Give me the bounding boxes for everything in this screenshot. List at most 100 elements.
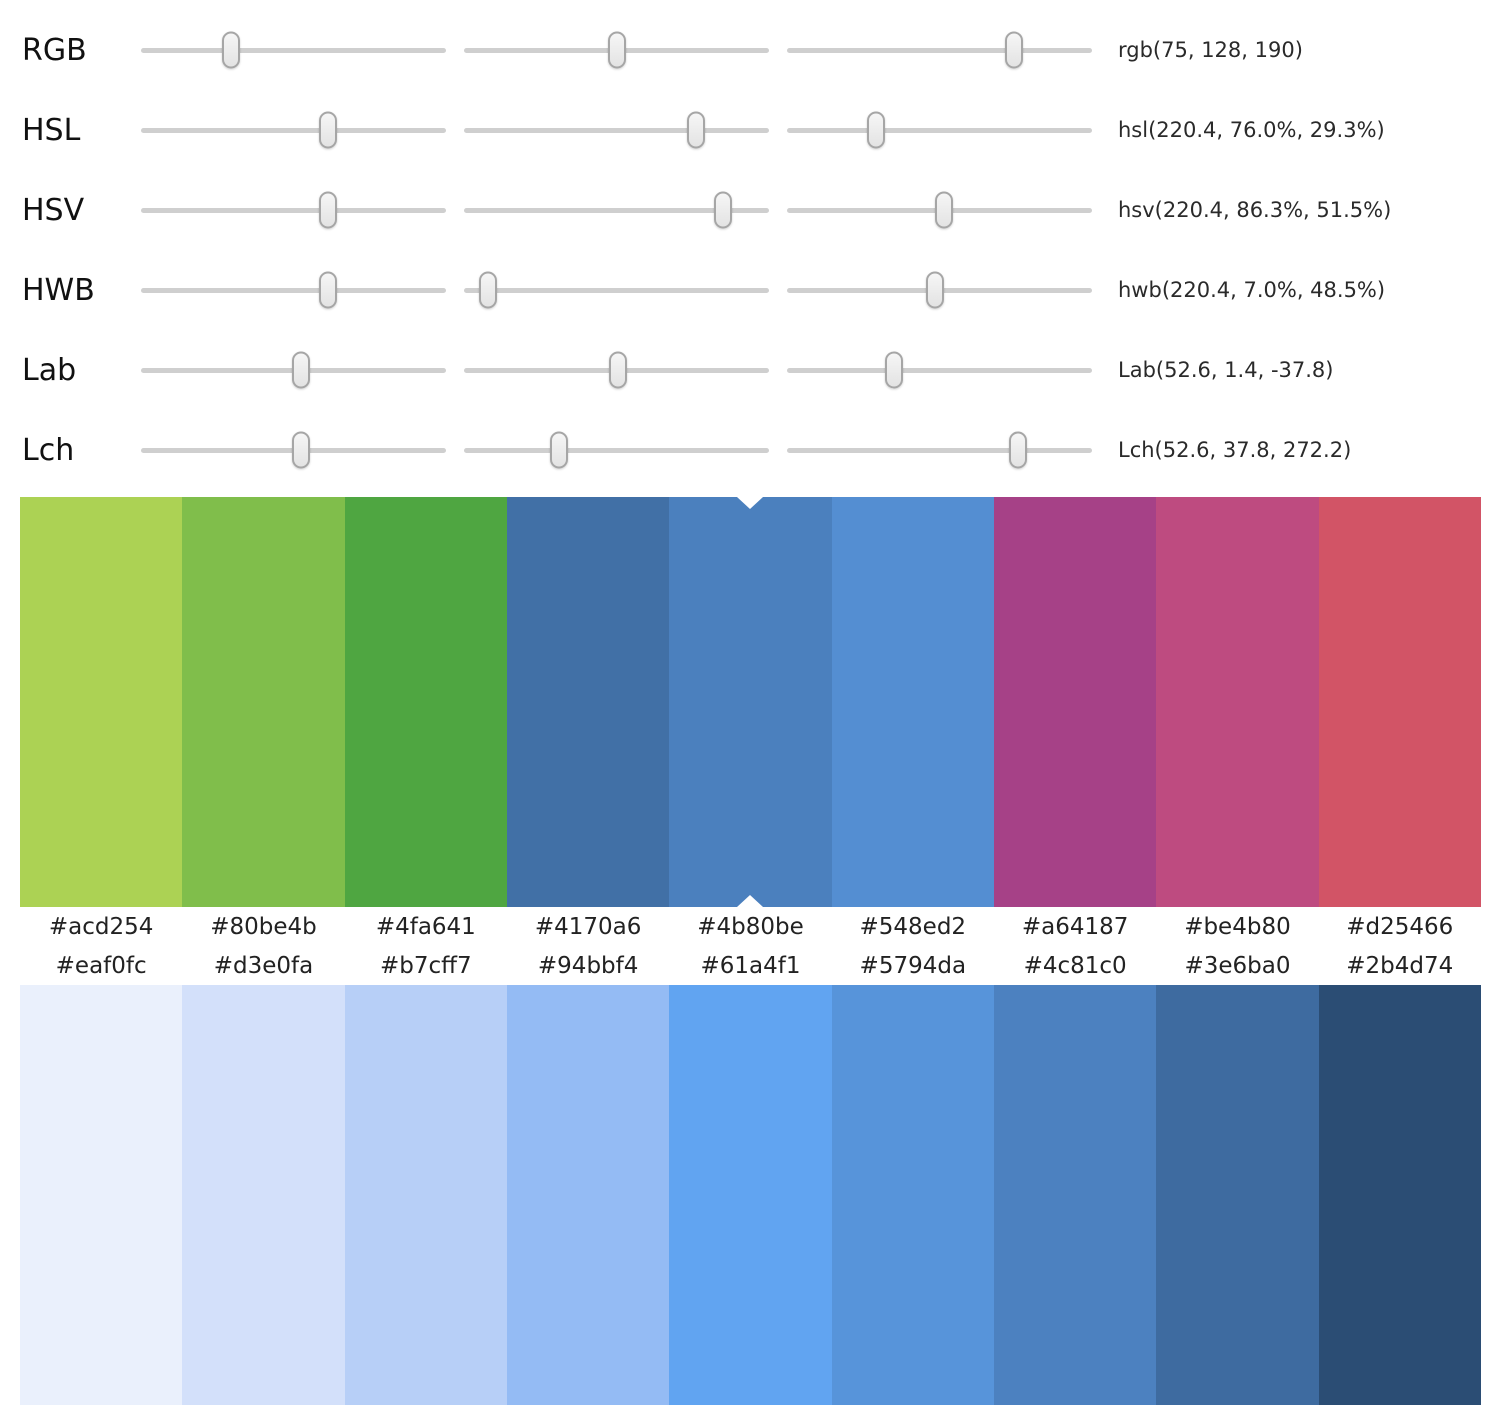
- swatch[interactable]: [20, 497, 183, 907]
- selected-notch-top-icon: [737, 497, 764, 509]
- hsv-slider-2[interactable]: [464, 188, 769, 232]
- rgb-slider-3[interactable]: [787, 28, 1092, 72]
- lch-slider-3[interactable]: [787, 428, 1092, 472]
- lch-slider-1[interactable]: [141, 428, 446, 472]
- slider-handle[interactable]: [609, 351, 628, 389]
- lab-slider-3[interactable]: [787, 348, 1092, 392]
- slider-track: [464, 127, 769, 133]
- swatch[interactable]: [182, 497, 345, 907]
- slider-track: [787, 367, 1092, 373]
- hsl-slider-3[interactable]: [787, 108, 1092, 152]
- hwb-slider-1[interactable]: [141, 268, 446, 312]
- slider-handle[interactable]: [935, 191, 954, 229]
- lab-value-text: Lab(52.6, 1.4, -37.8): [1118, 358, 1334, 382]
- swatch[interactable]: [344, 497, 507, 907]
- swatch[interactable]: [182, 985, 345, 1405]
- hex-label: #3e6ba0: [1184, 952, 1291, 979]
- hsl-value-text: hsl(220.4, 76.0%, 29.3%): [1118, 118, 1385, 142]
- colorspace-label-rgb: RGB: [22, 32, 87, 68]
- hsl-slider-2[interactable]: [464, 108, 769, 152]
- slider-track: [464, 287, 769, 293]
- hex-label: #4b80be: [697, 913, 804, 940]
- hex-label: #be4b80: [1184, 913, 1291, 940]
- rgb-slider-1[interactable]: [141, 28, 446, 72]
- lab-slider-2[interactable]: [464, 348, 769, 392]
- swatch[interactable]: [1156, 497, 1319, 907]
- slider-row-hsl: HSL hsl(220.4, 76.0%, 29.3%): [0, 90, 1501, 170]
- hex-label: #548ed2: [859, 913, 967, 940]
- slider-handle[interactable]: [686, 111, 705, 149]
- slider-panel: RGB rgb(75, 128, 190) HSL: [0, 0, 1501, 490]
- swatch[interactable]: [344, 985, 507, 1405]
- rgb-tracks: [141, 28, 1092, 72]
- slider-row-hwb: HWB hwb(220.4, 7.0%, 48.5%): [0, 250, 1501, 330]
- slider-handle[interactable]: [1008, 431, 1027, 469]
- slider-track: [141, 127, 446, 133]
- slider-handle[interactable]: [1005, 31, 1024, 69]
- hsv-slider-1[interactable]: [141, 188, 446, 232]
- slider-handle[interactable]: [292, 351, 311, 389]
- slider-track: [787, 447, 1092, 453]
- slider-handle[interactable]: [549, 431, 568, 469]
- swatch[interactable]: [831, 497, 994, 907]
- hex-label: #80be4b: [210, 913, 317, 940]
- colorspace-label-lch: Lch: [22, 432, 75, 468]
- slider-handle[interactable]: [714, 191, 733, 229]
- selected-notch-bottom-icon: [737, 895, 764, 907]
- slider-handle[interactable]: [885, 351, 904, 389]
- swatch[interactable]: [993, 497, 1157, 907]
- hsv-tracks: [141, 188, 1092, 232]
- swatch-selected[interactable]: [669, 497, 832, 907]
- hwb-slider-2[interactable]: [464, 268, 769, 312]
- rgb-value-text: rgb(75, 128, 190): [1118, 38, 1303, 62]
- hsv-slider-3[interactable]: [787, 188, 1092, 232]
- slider-handle[interactable]: [608, 31, 627, 69]
- slider-handle[interactable]: [925, 271, 944, 309]
- colorspace-label-lab: Lab: [22, 352, 77, 388]
- slider-handle[interactable]: [318, 271, 337, 309]
- hex-label: #5794da: [859, 952, 967, 979]
- swatch[interactable]: [669, 985, 832, 1405]
- slider-handle[interactable]: [292, 431, 311, 469]
- hex-label: #94bbf4: [537, 952, 639, 979]
- slider-handle[interactable]: [479, 271, 498, 309]
- lch-value-text: Lch(52.6, 37.8, 272.2): [1118, 438, 1352, 462]
- hex-label: #eaf0fc: [55, 952, 147, 979]
- hwb-tracks: [141, 268, 1092, 312]
- hwb-slider-3[interactable]: [787, 268, 1092, 312]
- slider-row-hsv: HSV hsv(220.4, 86.3%, 51.5%): [0, 170, 1501, 250]
- lch-slider-2[interactable]: [464, 428, 769, 472]
- lch-tracks: [141, 428, 1092, 472]
- hsl-tracks: [141, 108, 1092, 152]
- rgb-slider-2[interactable]: [464, 28, 769, 72]
- swatch[interactable]: [1318, 985, 1481, 1405]
- slider-track: [141, 207, 446, 213]
- palette-top: [20, 497, 1481, 907]
- hex-label: #a64187: [1021, 913, 1129, 940]
- swatch[interactable]: [831, 985, 994, 1405]
- slider-track: [141, 287, 446, 293]
- hex-label: #4c81c0: [1023, 952, 1127, 979]
- slider-handle[interactable]: [867, 111, 886, 149]
- lab-slider-1[interactable]: [141, 348, 446, 392]
- colorspace-label-hwb: HWB: [22, 272, 95, 308]
- slider-row-lab: Lab Lab(52.6, 1.4, -37.8): [0, 330, 1501, 410]
- hwb-value-text: hwb(220.4, 7.0%, 48.5%): [1118, 278, 1386, 302]
- slider-handle[interactable]: [221, 31, 240, 69]
- swatch[interactable]: [1318, 497, 1481, 907]
- slider-track: [464, 447, 769, 453]
- hex-label: #61a4f1: [700, 952, 801, 979]
- swatch[interactable]: [506, 497, 670, 907]
- hex-label: #2b4d74: [1346, 952, 1454, 979]
- hsl-slider-1[interactable]: [141, 108, 446, 152]
- swatch[interactable]: [20, 985, 183, 1405]
- swatch[interactable]: [993, 985, 1157, 1405]
- slider-handle[interactable]: [318, 111, 337, 149]
- slider-handle[interactable]: [318, 191, 337, 229]
- hex-label: #b7cff7: [380, 952, 472, 979]
- swatch[interactable]: [506, 985, 670, 1405]
- slider-track: [787, 127, 1092, 133]
- swatch[interactable]: [1156, 985, 1319, 1405]
- palette-bottom-labels: #eaf0fc #d3e0fa #b7cff7 #94bbf4 #61a4f1 …: [20, 946, 1481, 985]
- hsv-value-text: hsv(220.4, 86.3%, 51.5%): [1118, 198, 1392, 222]
